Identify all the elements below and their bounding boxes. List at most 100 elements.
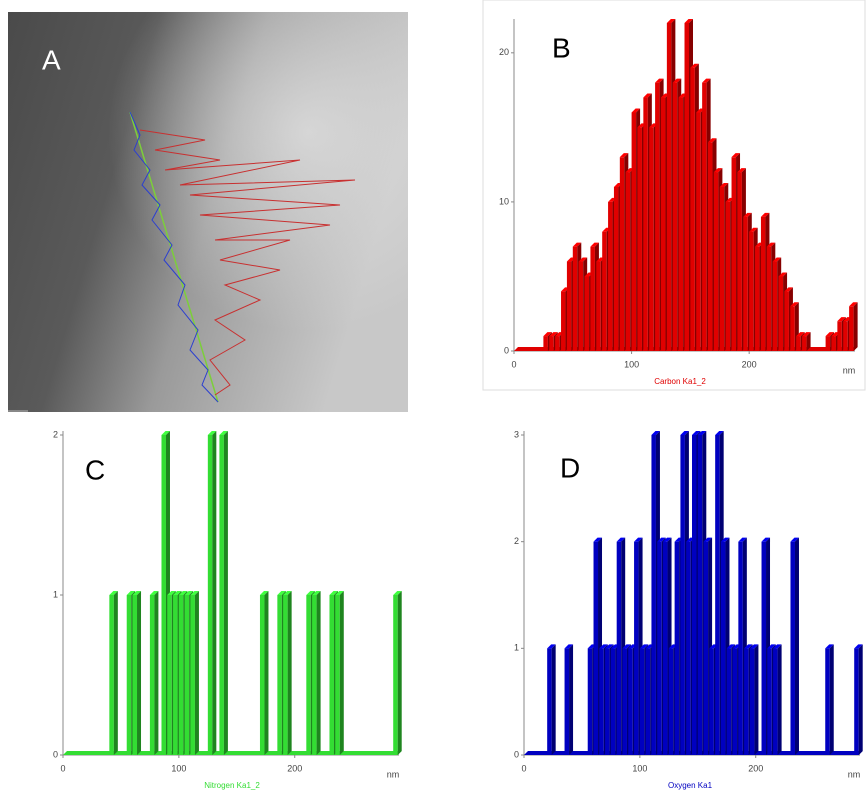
bar — [737, 172, 742, 351]
bar-top — [335, 591, 344, 595]
bar-top — [773, 644, 782, 649]
bar-top — [825, 644, 834, 649]
bar — [566, 261, 572, 351]
bar — [219, 435, 224, 755]
bar-top — [329, 591, 338, 595]
x-tick-label: 0 — [511, 359, 516, 369]
bar-side — [777, 644, 782, 755]
x-tick-label: 0 — [521, 763, 526, 773]
bar — [259, 595, 265, 755]
bar — [731, 157, 737, 351]
x-tick-label: 100 — [632, 763, 647, 773]
bar-top — [692, 431, 701, 435]
bar — [578, 261, 584, 351]
micrograph-panel: A — [8, 12, 408, 412]
bar — [132, 595, 138, 755]
bar-top — [184, 591, 194, 595]
bar — [549, 336, 554, 351]
bar — [772, 261, 778, 351]
panel-label: C — [85, 454, 105, 485]
x-tick-label: 100 — [171, 763, 186, 773]
bar-top — [715, 431, 724, 435]
bar-side — [287, 591, 292, 755]
bar-side — [551, 644, 556, 755]
bar — [608, 201, 613, 351]
bar — [686, 541, 691, 755]
panel-label: A — [42, 44, 61, 75]
bar — [602, 231, 607, 351]
bar — [572, 246, 578, 351]
bar-top — [543, 332, 552, 337]
bar — [663, 541, 668, 755]
bar-top — [690, 63, 699, 68]
x-axis-title: Nitrogen Ka1_2 — [204, 781, 260, 790]
bar-top — [655, 78, 664, 83]
bar — [655, 82, 660, 352]
bar — [703, 541, 709, 755]
bar-side — [316, 591, 321, 755]
bar — [802, 336, 807, 351]
bar-top — [578, 257, 588, 262]
bar — [726, 648, 732, 755]
bar — [720, 541, 726, 755]
bar-top — [772, 257, 782, 262]
bar-side — [194, 591, 199, 755]
bar — [561, 291, 566, 351]
bar-side — [212, 431, 217, 755]
bar — [599, 648, 604, 755]
y-tick-label: 10 — [499, 196, 509, 206]
bar — [715, 435, 720, 755]
bar — [668, 648, 674, 755]
bar — [738, 541, 743, 755]
bar — [767, 648, 772, 755]
bar-top — [173, 591, 182, 595]
bar-top — [684, 19, 693, 23]
bar — [590, 246, 595, 351]
bar — [649, 127, 654, 351]
bar — [713, 172, 719, 351]
oxygen-scan — [129, 111, 219, 403]
y-tick-label: 0 — [53, 749, 58, 759]
bar — [778, 276, 784, 351]
bar — [825, 336, 831, 351]
bar-top — [109, 591, 118, 595]
x-tick-label: 0 — [60, 763, 65, 773]
bar — [584, 276, 590, 351]
bar-top — [726, 644, 736, 649]
bar — [631, 112, 637, 351]
bar — [622, 648, 627, 755]
bar-top — [639, 644, 649, 649]
bar-top — [708, 138, 717, 143]
bar — [690, 67, 695, 352]
bar — [749, 231, 754, 351]
bar — [161, 435, 166, 755]
bar-top — [167, 591, 176, 595]
bar-top — [572, 242, 582, 247]
micrograph-highlight — [8, 12, 408, 412]
bar — [784, 291, 789, 351]
bar-top — [207, 431, 217, 435]
bar — [312, 595, 317, 755]
bar — [660, 97, 666, 351]
bar — [744, 648, 749, 755]
bar-top — [590, 242, 599, 247]
bar — [173, 595, 178, 755]
bar-top — [643, 93, 652, 98]
bar-top — [634, 537, 643, 542]
bar-top — [190, 591, 199, 595]
bar-top — [731, 153, 741, 158]
bar — [639, 648, 645, 755]
bar-top — [767, 644, 776, 649]
x-unit: nm — [843, 365, 856, 375]
bar-side — [137, 591, 142, 755]
bar — [760, 216, 766, 351]
bar — [616, 541, 622, 755]
bar-top — [737, 168, 746, 173]
bar-top — [161, 431, 170, 435]
bar — [725, 201, 731, 351]
x-tick-label: 200 — [748, 763, 763, 773]
bar-top — [564, 644, 574, 649]
bar-side — [569, 644, 574, 755]
bar-side — [397, 591, 402, 755]
bar-top — [743, 212, 752, 217]
